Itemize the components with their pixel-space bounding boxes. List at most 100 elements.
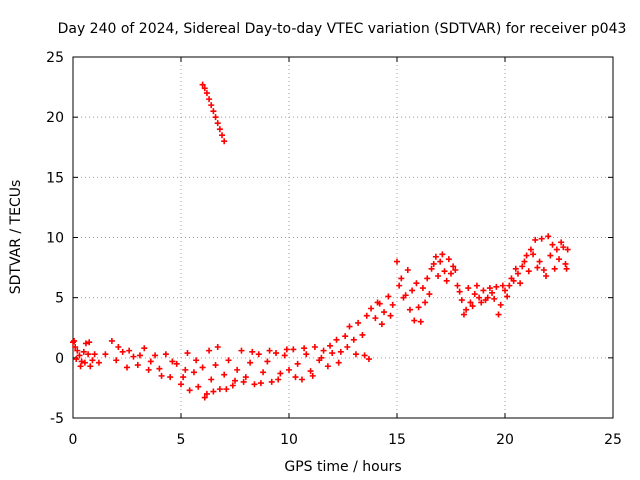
y-tick-label: 5 — [55, 291, 64, 307]
data-point — [242, 374, 249, 381]
data-point — [514, 270, 521, 277]
data-point — [439, 251, 446, 258]
data-point — [519, 263, 526, 270]
data-point — [173, 360, 180, 367]
data-point — [536, 258, 543, 265]
y-tick-label: -5 — [50, 411, 64, 427]
data-point — [504, 293, 511, 300]
data-point — [406, 306, 413, 313]
data-point — [424, 275, 431, 282]
data-point — [147, 358, 154, 365]
data-point — [469, 303, 476, 310]
data-point — [219, 132, 226, 139]
data-point — [352, 351, 359, 358]
data-point — [216, 126, 223, 133]
data-points — [70, 81, 571, 401]
data-point — [372, 315, 379, 322]
data-point — [158, 372, 165, 379]
data-point — [89, 357, 96, 364]
data-point — [549, 241, 556, 248]
data-point — [72, 344, 79, 351]
data-point — [301, 345, 308, 352]
data-point — [134, 362, 141, 369]
data-point — [76, 352, 83, 359]
data-point — [264, 358, 271, 365]
data-point — [298, 376, 305, 383]
data-point — [344, 344, 351, 351]
data-point — [400, 294, 407, 301]
data-point — [73, 356, 80, 363]
data-point — [478, 299, 485, 306]
data-point — [562, 260, 569, 267]
y-axis-label: SDTVAR / TECUs — [8, 180, 24, 295]
data-point — [482, 297, 489, 304]
data-point — [162, 351, 169, 358]
data-point — [430, 260, 437, 267]
data-point — [419, 285, 426, 292]
data-point — [454, 282, 461, 289]
data-point — [156, 365, 163, 372]
y-tick-label: 15 — [46, 170, 64, 186]
data-point — [277, 370, 284, 377]
chart-title: Day 240 of 2024, Sidereal Day-to-day VTE… — [58, 21, 627, 37]
data-point — [361, 352, 368, 359]
data-point — [223, 386, 230, 393]
data-point — [381, 309, 388, 316]
data-point — [221, 138, 228, 145]
data-point — [91, 351, 98, 358]
data-point — [208, 376, 215, 383]
x-tick-label: 0 — [69, 432, 78, 448]
data-point — [225, 357, 232, 364]
data-point — [329, 350, 336, 357]
x-tick-label: 5 — [177, 432, 186, 448]
y-tick-label: 10 — [46, 231, 64, 247]
data-point — [152, 352, 159, 359]
data-point — [432, 253, 439, 260]
data-point — [545, 233, 552, 240]
data-point — [512, 265, 519, 272]
data-point — [530, 251, 537, 258]
data-point — [445, 256, 452, 263]
data-point — [249, 348, 256, 355]
data-point — [551, 265, 558, 272]
data-point — [435, 273, 442, 280]
data-point — [80, 348, 87, 355]
data-point — [480, 287, 487, 294]
data-point — [493, 283, 500, 290]
data-point — [124, 364, 130, 371]
data-point — [141, 345, 148, 352]
data-point — [499, 282, 506, 289]
data-point — [486, 285, 493, 292]
data-point — [81, 359, 88, 366]
data-point — [108, 337, 115, 344]
data-point — [229, 382, 236, 389]
data-point — [556, 256, 562, 263]
data-point — [350, 336, 357, 343]
data-point — [95, 359, 102, 366]
data-point — [102, 351, 109, 358]
data-point — [517, 280, 524, 287]
data-point — [216, 386, 223, 393]
data-point — [260, 369, 267, 376]
data-point — [82, 340, 89, 347]
data-point — [443, 277, 450, 284]
data-point — [365, 356, 372, 363]
data-point — [460, 311, 467, 318]
data-point — [359, 331, 366, 338]
data-point — [86, 339, 93, 346]
data-point — [234, 366, 241, 373]
data-point — [290, 346, 297, 353]
data-point — [385, 293, 392, 300]
data-point — [540, 266, 547, 273]
x-tick-label: 25 — [604, 432, 622, 448]
data-point — [502, 287, 508, 294]
data-point — [404, 266, 411, 273]
data-point — [448, 270, 454, 277]
data-point — [495, 311, 502, 318]
data-point — [182, 366, 189, 373]
data-point — [294, 360, 301, 367]
data-point — [266, 347, 273, 354]
data-point — [491, 295, 498, 302]
data-point — [560, 244, 567, 251]
data-point — [199, 81, 206, 88]
